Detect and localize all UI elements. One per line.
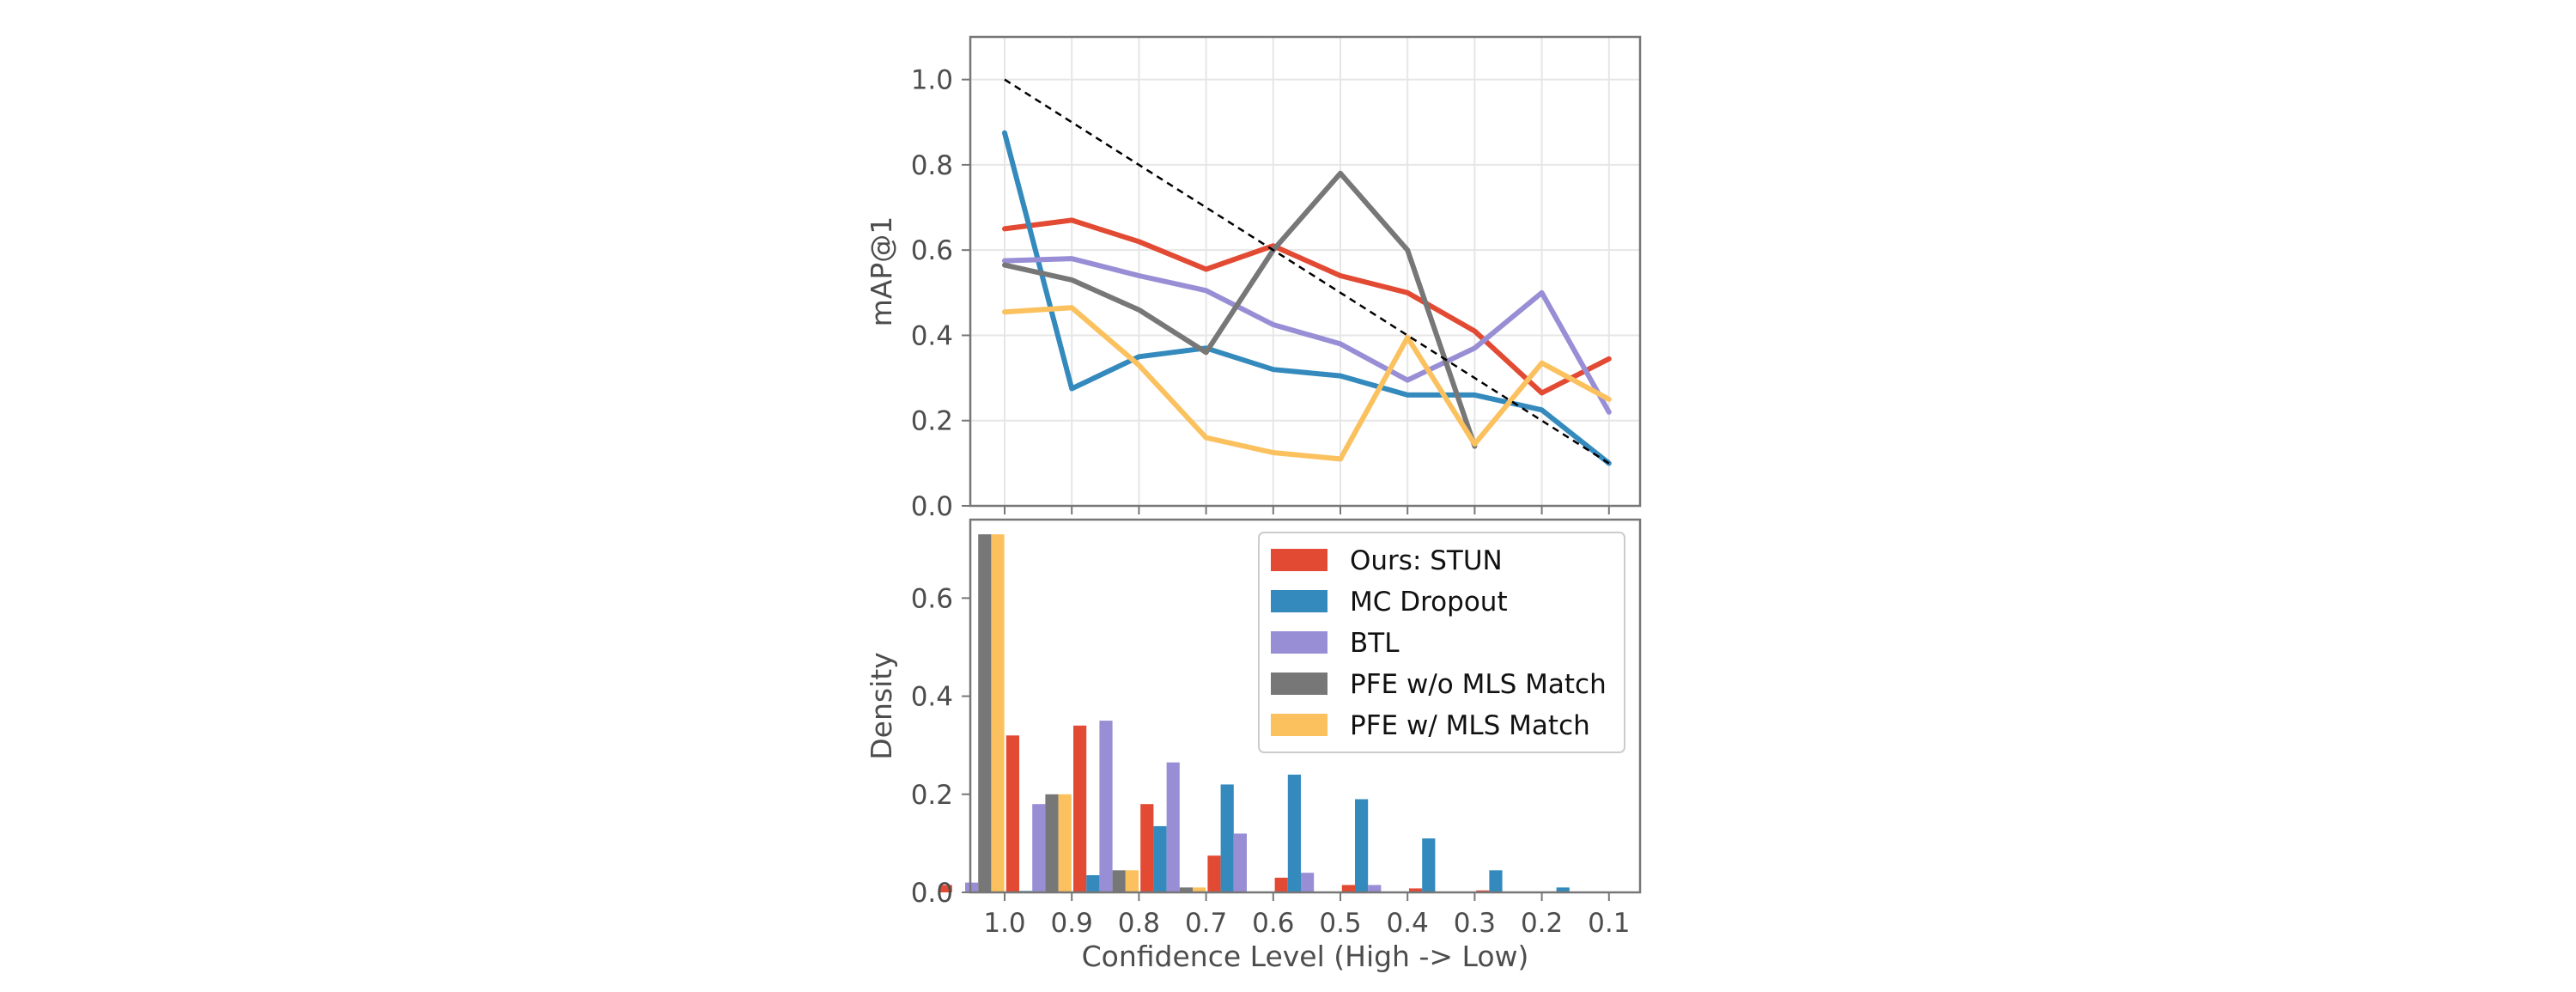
series-line-mc-dropout [1002, 130, 1612, 466]
bar-mc-dropout-0.5 [1287, 774, 1301, 892]
bar-ours-stun-1.0 [939, 885, 952, 892]
legend-swatch-btl [1271, 631, 1327, 654]
x-tick-label: 0.6 [1252, 908, 1294, 939]
y-tick-label: 0.0 [911, 878, 953, 909]
x-tick-label: 0.2 [1521, 908, 1563, 939]
bar-btl-0.5 [1301, 873, 1315, 892]
x-tick-label: 0.1 [1588, 908, 1630, 939]
bar-btl-0.9 [1032, 804, 1046, 892]
bar-chart-x-axis: 1.0 0.9 0.8 0.7 0.6 0.5 0.4 0.3 0.2 0.1 [983, 892, 1630, 939]
x-tick-label: 0.9 [1051, 908, 1093, 939]
x-tick-label: 0.7 [1185, 908, 1227, 939]
bar-mc-dropout-0.4 [1355, 799, 1369, 892]
line-chart-series [1002, 78, 1612, 466]
bar-mc-dropout-0.7 [1153, 825, 1167, 892]
y-tick-label: 0.2 [911, 780, 953, 811]
bar-ours-stun-0.7 [1140, 804, 1154, 892]
y-tick-label: 0.6 [911, 583, 953, 614]
line-chart-x-ticks [1004, 506, 1610, 514]
x-tick-label: 0.5 [1319, 908, 1361, 939]
chart-legend: Ours: STUN MC Dropout BTL PFE w/o MLS Match… [1258, 532, 1625, 753]
bar-btl-0.6 [1233, 833, 1247, 892]
line-chart-grid [970, 37, 1640, 507]
legend-swatch-pfe-w-o-mls-match [1271, 672, 1327, 695]
legend-label: MC Dropout [1350, 587, 1508, 618]
bar-ours-stun-0.3 [1409, 888, 1423, 892]
bar-pfe-w-o-mls-match-1.0 [978, 534, 992, 892]
bar-mc-dropout-0.6 [1220, 784, 1234, 892]
line-chart-y-label: mAP@1 [865, 216, 898, 327]
bar-ours-stun-0.6 [1207, 855, 1221, 892]
bar-ours-stun-0.5 [1274, 877, 1288, 892]
bar-chart-panel: 0.0 0.2 0.4 0.6 1.0 0.9 0.8 0.7 0.6 0.5 0.4 0.3 0.2… [865, 518, 1642, 973]
x-tick-label: 0.8 [1118, 908, 1160, 939]
line-chart-frame [969, 35, 1642, 508]
bar-pfe-w-mls-match-1.0 [991, 534, 1005, 892]
bar-btl-1.0 [965, 882, 979, 892]
bar-pfe-w-o-mls-match-0.7 [1179, 887, 1193, 892]
bar-pfe-w-o-mls-match-0.8 [1112, 870, 1126, 892]
y-tick-label: 0.6 [911, 235, 953, 266]
legend-label: PFE w/o MLS Match [1350, 669, 1607, 700]
y-tick-label: 0.0 [911, 491, 953, 522]
bar-mc-dropout-0.2 [1489, 870, 1503, 892]
series-line-btl [1002, 256, 1612, 415]
bar-pfe-w-o-mls-match-0.9 [1045, 794, 1059, 892]
bar-chart-y-label: Density [865, 652, 898, 759]
bar-mc-dropout-0.1 [1556, 887, 1570, 892]
y-tick-label: 0.8 [911, 150, 953, 181]
series-line-ours-stun [1002, 217, 1612, 396]
bar-btl-0.7 [1166, 762, 1180, 892]
bar-ours-stun-0.9 [1005, 735, 1019, 892]
bar-btl-0.8 [1099, 721, 1113, 892]
series-line-pfe-w-mls-match [1002, 305, 1612, 462]
bar-pfe-w-mls-match-0.9 [1058, 794, 1072, 892]
bar-ours-stun-0.8 [1073, 725, 1087, 892]
bar-btl-0.4 [1368, 885, 1382, 892]
legend-label: Ours: STUN [1350, 545, 1503, 576]
y-tick-label: 0.2 [911, 406, 953, 437]
bar-chart-y-axis: 0.0 0.2 0.4 0.6 [911, 583, 970, 909]
y-tick-label: 1.0 [911, 65, 953, 96]
series-line-pfe-w-o-mls-match [1002, 170, 1478, 449]
legend-box [1258, 532, 1625, 753]
x-tick-label: 0.3 [1454, 908, 1496, 939]
x-tick-label: 0.4 [1387, 908, 1429, 939]
bar-chart-frame [969, 518, 1642, 894]
x-tick-label: 1.0 [983, 908, 1025, 939]
y-tick-label: 0.4 [911, 682, 953, 713]
legend-label: PFE w/ MLS Match [1350, 710, 1590, 741]
legend-swatch-ours-stun [1271, 549, 1327, 571]
legend-swatch-pfe-w-mls-match [1271, 714, 1327, 736]
legend-swatch-mc-dropout [1271, 590, 1327, 612]
bar-chart-bars [939, 534, 1570, 892]
bar-ours-stun-0.4 [1341, 885, 1355, 892]
line-chart-y-axis: 0.0 0.2 0.4 0.6 0.8 1.0 [911, 65, 970, 522]
bar-mc-dropout-0.8 [1086, 875, 1100, 892]
bar-pfe-w-mls-match-0.8 [1125, 870, 1139, 892]
legend-label: BTL [1350, 628, 1400, 659]
bar-chart-x-label: Confidence Level (High -> Low) [1082, 940, 1529, 973]
bar-pfe-w-mls-match-0.7 [1193, 887, 1206, 892]
y-tick-label: 0.4 [911, 320, 953, 351]
bar-mc-dropout-0.3 [1422, 838, 1436, 892]
line-chart-panel: 0.0 0.2 0.4 0.6 0.8 1.0 mAP@1 [865, 35, 1642, 522]
